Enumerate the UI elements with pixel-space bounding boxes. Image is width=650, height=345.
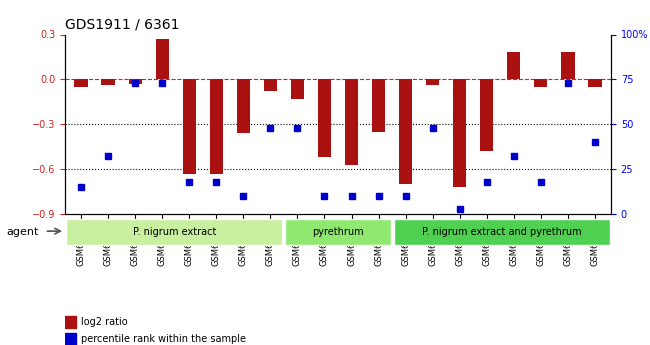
Bar	[507, 52, 521, 79]
Bar	[155, 39, 169, 79]
Bar	[561, 52, 575, 79]
Bar	[318, 79, 332, 157]
Bar	[426, 79, 439, 85]
Bar	[588, 79, 601, 87]
FancyBboxPatch shape	[66, 219, 282, 245]
Bar	[183, 79, 196, 174]
Bar	[291, 79, 304, 99]
Bar	[129, 79, 142, 84]
FancyBboxPatch shape	[394, 219, 610, 245]
Bar	[209, 79, 223, 174]
Bar	[75, 79, 88, 87]
Bar	[65, 316, 76, 328]
Bar	[344, 79, 358, 165]
Bar	[372, 79, 385, 132]
Bar	[101, 79, 115, 85]
Bar	[453, 79, 467, 187]
Text: GDS1911 / 6361: GDS1911 / 6361	[65, 18, 179, 32]
Bar	[264, 79, 277, 91]
Text: percentile rank within the sample: percentile rank within the sample	[81, 334, 246, 344]
Text: log2 ratio: log2 ratio	[81, 317, 128, 326]
Bar	[237, 79, 250, 133]
Bar	[480, 79, 493, 151]
FancyBboxPatch shape	[285, 219, 391, 245]
Bar	[534, 79, 547, 87]
Bar	[65, 333, 76, 345]
Text: P. nigrum extract: P. nigrum extract	[133, 227, 216, 237]
Bar	[399, 79, 412, 184]
Text: P. nigrum extract and pyrethrum: P. nigrum extract and pyrethrum	[422, 227, 582, 237]
Text: pyrethrum: pyrethrum	[312, 227, 364, 237]
Text: agent: agent	[6, 227, 39, 237]
